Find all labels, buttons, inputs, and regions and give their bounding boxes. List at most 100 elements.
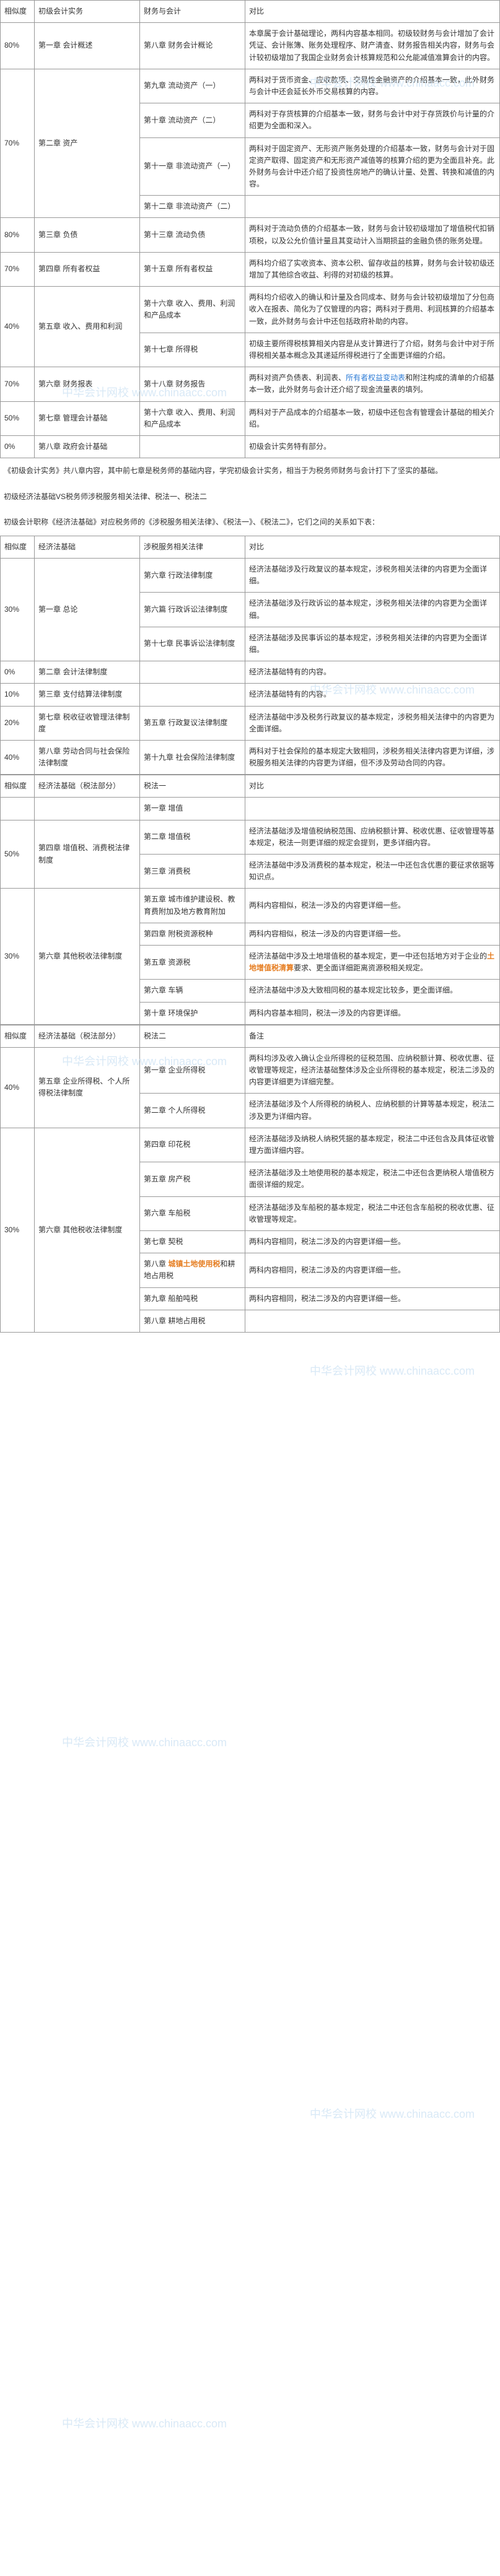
compare-cell: 经济法基础中涉及消费税的基本规定，税法一中还包含优惠的要征求依据等知识点。 (245, 855, 500, 889)
compare-cell: 两科内容相同，税法二涉及的内容更详细一些。 (245, 1230, 500, 1253)
sim-cell: 50% (1, 401, 35, 435)
tax-cell: 第十六章 收入、费用、利润和产品成本 (140, 287, 245, 333)
watermark: 中华会计网校 www.chinaacc.com (310, 2105, 475, 2121)
watermark: 中华会计网校 www.chinaacc.com (62, 2415, 227, 2431)
subj-cell: 第三章 支付结算法律制度 (35, 684, 140, 706)
tax-cell: 第五章 城市维护建设税、教育费附加及地方教育附加 (140, 889, 245, 923)
sim-cell: 0% (1, 435, 35, 458)
tax-cell: 第十八章 财务报告 (140, 367, 245, 401)
subj-cell: 第三章 负债 (35, 218, 140, 252)
tax-cell: 第八章 财务会计概论 (140, 23, 245, 69)
compare-cell: 两科内容相同，税法二涉及的内容更详细一些。 (245, 1253, 500, 1287)
sim-cell: 0% (1, 661, 35, 684)
col-header: 相似度 (1, 536, 35, 558)
cmp-cell: 本章属于会计基础理论，两科内容基本相同。初级较财务与会计增加了会计凭证、会计账簿… (245, 23, 500, 69)
tax-cell: 第二章 个人所得税 (140, 1094, 245, 1128)
cmp-cell (245, 798, 500, 820)
tax-cell: 第十二章 非流动资产（二） (140, 196, 245, 218)
subject-cell: 第五章 企业所得税、个人所得税法律制度 (35, 1047, 140, 1128)
compare-cell: 经济法基础涉及纳税人纳税凭据的基本规定，税法二中还包含及具体征收管理方面详细内容… (245, 1128, 500, 1162)
sim-cell: 30% (1, 889, 35, 1024)
subject-cell: 第五章 收入、费用和利润 (35, 287, 140, 367)
compare-cell: 经济法基础涉及民事诉讼的基本规定，涉税务相关法律的内容更为全面详细。 (245, 627, 500, 661)
col-header: 对比 (245, 536, 500, 558)
paragraph: 初级经济法基础VS税务师涉税服务相关法律、税法一、税法二 (0, 484, 500, 510)
subj-cell (35, 798, 140, 820)
subject-cell: 第二章 资产 (35, 69, 140, 218)
subject-cell: 第六章 其他税收法律制度 (35, 1128, 140, 1332)
col-header: 涉税服务相关法律 (140, 536, 245, 558)
col-header: 税法二 (140, 1025, 245, 1047)
cmp-cell: 两科对于流动负债的介绍基本一致，财务与会计较初级增加了增值税代扣销项税，以及公允… (245, 218, 500, 252)
tax-cell: 第十章 环境保护 (140, 1002, 245, 1024)
col-header: 相似度 (1, 1, 35, 23)
tax-cell: 第六篇 行政诉讼法律制度 (140, 593, 245, 627)
compare-cell: 两科内容相似，税法一涉及的内容更详细一些。 (245, 889, 500, 923)
subj-cell: 第八章 劳动合同与社会保险法律制度 (35, 740, 140, 774)
compare-cell: 经济法基础中涉及土地增值税的基本规定，更一中还包括地方对于企业的土地增值税清算要… (245, 945, 500, 979)
cmp-cell: 经济法基础特有的内容。 (245, 684, 500, 706)
sim-cell: 70% (1, 69, 35, 218)
watermark: 中华会计网校 www.chinaacc.com (310, 1362, 475, 1378)
subj-cell: 第四章 所有者权益 (35, 252, 140, 286)
tax-cell (140, 435, 245, 458)
compare-cell: 两科内容基本相同，税法一涉及的内容更详细。 (245, 1002, 500, 1024)
compare-cell: 两科均介绍收入的确认和计量及合同成本、财务与会计较初级增加了分包商收入在报表、简… (245, 287, 500, 333)
col-header: 相似度 (1, 775, 35, 798)
sim-cell: 70% (1, 252, 35, 286)
sim-cell: 40% (1, 740, 35, 774)
cmp-cell: 经济法基础中涉及税务行政复议的基本规定，涉税务相关法律中的内容更为全面详细。 (245, 706, 500, 740)
tax-cell: 第六章 车辆 (140, 980, 245, 1002)
subject-cell: 第四章 增值税、消费税法律制度 (35, 820, 140, 889)
tax-cell (140, 661, 245, 684)
sim-cell: 80% (1, 218, 35, 252)
sim-cell (1, 798, 35, 820)
col-header: 相似度 (1, 1025, 35, 1047)
tax-cell: 第十一章 非流动资产（一） (140, 137, 245, 196)
cmp-cell: 两科对于产品成本的介绍基本一致，初级中还包含有管理会计基础的相关介绍。 (245, 401, 500, 435)
sim-cell: 10% (1, 684, 35, 706)
tax-cell: 第十章 流动资产（二） (140, 103, 245, 137)
tax-cell: 第一章 企业所得税 (140, 1047, 245, 1094)
compare-cell: 初级主要所得税核算相关内容是从支计算进行了介绍，财务与会计中对于所得税相关基本概… (245, 333, 500, 367)
watermark: 中华会计网校 www.chinaacc.com (62, 1734, 227, 1750)
sim-cell: 50% (1, 820, 35, 889)
sim-cell: 80% (1, 23, 35, 69)
tax-cell (140, 684, 245, 706)
tax-cell: 第六章 行政法律制度 (140, 559, 245, 593)
tax-cell: 第四章 附税资源税种 (140, 923, 245, 945)
tax-cell: 第九章 船舶吨税 (140, 1287, 245, 1310)
comparison-table-3: 相似度 经济法基础（税法部分） 税法一 对比 第一章 增值50%第四章 增值税、… (0, 775, 500, 1024)
tax-cell: 第十五章 所有者权益 (140, 252, 245, 286)
compare-cell: 两科内容相同，税法二涉及的内容更详细一些。 (245, 1287, 500, 1310)
tax-cell: 第五章 资源税 (140, 945, 245, 979)
compare-cell: 两科内容相似，税法一涉及的内容更详细一些。 (245, 923, 500, 945)
tax-cell: 第七章 契税 (140, 1230, 245, 1253)
compare-cell: 经济法基础涉及行政诉讼的基本规定，涉税务相关法律的内容更为全面详细。 (245, 593, 500, 627)
subject-cell: 第六章 其他税收法律制度 (35, 889, 140, 1024)
comparison-table-4: 相似度 经济法基础（税法部分） 税法二 备注 40%第五章 企业所得税、个人所得… (0, 1025, 500, 1333)
col-header: 税法一 (140, 775, 245, 798)
col-header: 经济法基础（税法部分） (35, 1025, 140, 1047)
col-header: 对比 (245, 1, 500, 23)
subj-cell: 第二章 会计法律制度 (35, 661, 140, 684)
col-header: 经济法基础 (35, 536, 140, 558)
sim-cell: 20% (1, 706, 35, 740)
subject-cell: 第一章 总论 (35, 559, 140, 661)
sim-cell: 30% (1, 1128, 35, 1332)
tax-cell: 第八章 耕地占用税 (140, 1310, 245, 1332)
col-header: 经济法基础（税法部分） (35, 775, 140, 798)
col-header: 备注 (245, 1025, 500, 1047)
compare-cell (245, 1310, 500, 1332)
cmp-cell: 两科对于社会保险的基本规定大致相同，涉税务相关法律内容更为详细，涉税服务相关法律… (245, 740, 500, 774)
col-header: 初级会计实务 (35, 1, 140, 23)
compare-cell: 两科对于固定资产、无形资产账务处理的介绍基本一致，财务与会计对于固定资产取得、固… (245, 137, 500, 196)
compare-cell: 经济法基础涉及车船税的基本规定，税法二中还包含车船税的税收优惠、征收管理等规定。 (245, 1196, 500, 1230)
compare-cell: 两科对于货币资金、应收款项、交易性金融资产的介绍基本一致，此外财务与会计中还会延… (245, 69, 500, 103)
comparison-table-2: 相似度 经济法基础 涉税服务相关法律 对比 30%第一章 总论第六章 行政法律制… (0, 536, 500, 775)
subj-cell: 第八章 政府会计基础 (35, 435, 140, 458)
cmp-cell: 两科均介绍了实收资本、资本公积、留存收益的核算，财务与会计较初级还增加了其他综合… (245, 252, 500, 286)
tax-cell: 第二章 增值税 (140, 820, 245, 854)
sim-cell: 40% (1, 1047, 35, 1128)
subj-cell: 第七章 管理会计基础 (35, 401, 140, 435)
